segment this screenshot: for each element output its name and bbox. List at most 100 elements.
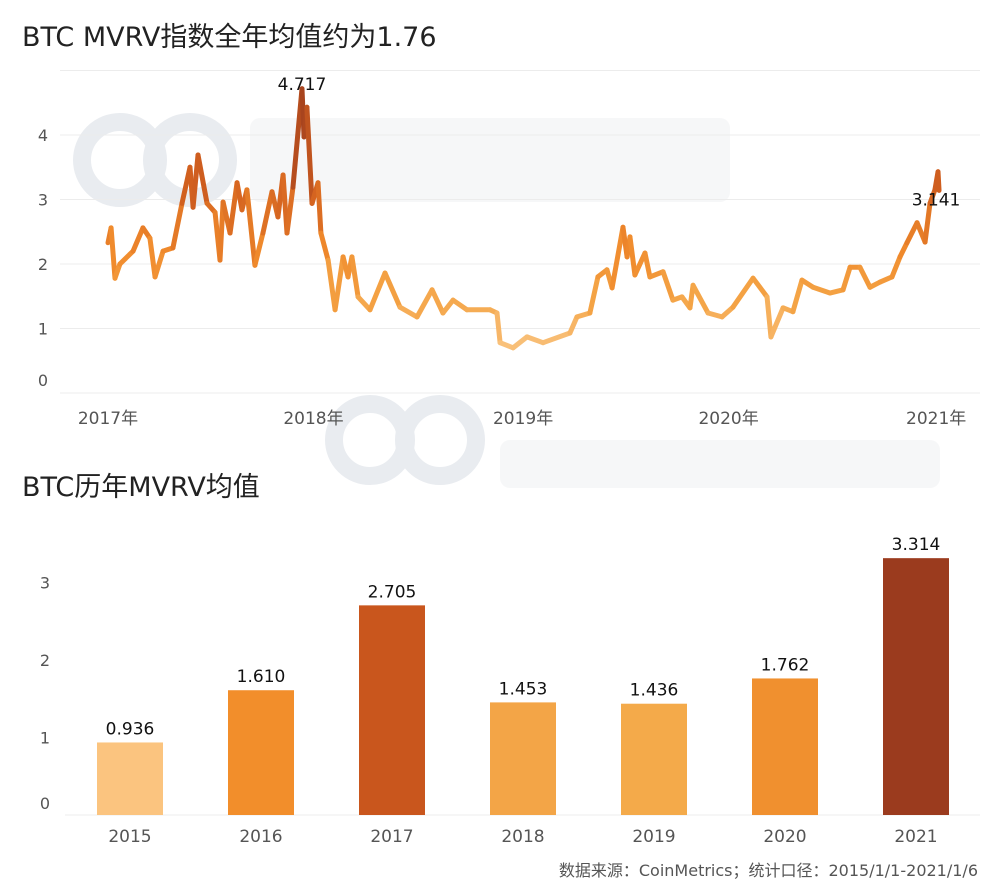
line-segment (318, 230, 331, 263)
y-tick-label: 3 (40, 574, 50, 593)
line-segment (217, 199, 226, 263)
line-segment (244, 187, 258, 268)
bar-chart-title: BTC历年MVRV均值 (22, 472, 260, 503)
line-segment (397, 304, 420, 320)
line-segment (429, 287, 446, 316)
watermark-panews-logo (73, 113, 730, 207)
data-label: 3.141 (912, 190, 961, 210)
y-tick-label: 2 (40, 651, 50, 670)
line-segment (609, 224, 626, 291)
bar-value-label: 3.314 (892, 535, 941, 555)
y-tick-label: 1 (38, 320, 48, 339)
line-segment (112, 261, 123, 281)
bar-value-label: 1.610 (237, 667, 286, 687)
bar-value-label: 0.936 (106, 719, 155, 739)
line-segment (170, 200, 185, 251)
y-tick-label: 1 (40, 729, 50, 748)
line-segment (857, 264, 873, 290)
line-segment (195, 152, 210, 206)
line-segment (935, 169, 942, 193)
line-segment (440, 297, 456, 316)
y-tick-label: 2 (38, 255, 48, 274)
line-segment (284, 184, 296, 236)
line-segment (730, 275, 756, 310)
line-segment (152, 248, 166, 280)
line-segment (889, 254, 903, 280)
x-tick-label: 2019年 (493, 409, 553, 429)
x-tick-label: 2019 (632, 827, 675, 847)
line-segment (414, 287, 435, 320)
line-segment (510, 334, 530, 351)
line-series-mvrv (105, 86, 942, 351)
line-segment (810, 284, 833, 296)
line-segment (130, 225, 146, 254)
data-label: 4.717 (278, 75, 327, 95)
line-segment (922, 200, 933, 245)
line-segment (349, 254, 361, 300)
bar-2017 (359, 605, 425, 815)
line-segment (367, 270, 388, 313)
bar-value-label: 1.762 (761, 655, 810, 675)
line-segment (117, 248, 136, 267)
source-note: 数据来源：CoinMetrics；统计口径：2015/1/1-2021/1/6 (559, 861, 978, 880)
line-segment (332, 254, 346, 313)
line-segment (790, 277, 805, 315)
x-tick-label: 2015 (108, 827, 151, 847)
x-tick-label: 2021 (894, 827, 937, 847)
line-segment (260, 189, 275, 236)
bar-series: 0.936 2015 1.610 2016 2.705 2017 1.453 2018 1.43… (97, 535, 949, 847)
line-segment (108, 225, 118, 281)
bar-2015 (97, 742, 163, 815)
line-segment (494, 310, 503, 346)
line-segment (382, 270, 403, 310)
x-tick-label: 2017 (370, 827, 413, 847)
line-segment (840, 264, 853, 293)
line-chart-y-ticks: 0 1 2 3 4 (38, 126, 48, 390)
x-tick-label: 2020 (763, 827, 806, 847)
line-segment (642, 250, 653, 280)
bar-2018 (490, 702, 556, 815)
line-segment (660, 269, 676, 303)
bar-value-label: 1.436 (630, 681, 679, 701)
line-segment (690, 282, 711, 316)
watermark-padata-logo (325, 395, 940, 488)
y-tick-label: 0 (38, 371, 48, 390)
y-tick-label: 3 (38, 191, 48, 210)
line-chart-title: BTC MVRV指数全年均值约为1.76 (22, 22, 437, 53)
bar-value-label: 1.453 (499, 679, 548, 699)
line-chart-x-ticks: 2017年 2018年 2019年 2020年 2021年 (78, 409, 966, 429)
bar-2016 (228, 690, 294, 815)
line-segment (315, 180, 324, 236)
x-tick-label: 2017年 (78, 409, 138, 429)
line-segment (897, 240, 910, 260)
x-tick-label: 2021年 (906, 409, 966, 429)
x-tick-label: 2020年 (698, 409, 758, 429)
y-tick-label: 0 (40, 794, 50, 813)
line-segment (355, 294, 373, 313)
line-segment (524, 334, 546, 346)
line-segment (750, 275, 770, 300)
line-segment (540, 330, 573, 346)
x-tick-label: 2016 (239, 827, 282, 847)
y-tick-label: 4 (38, 126, 48, 145)
bar-value-label: 2.705 (368, 582, 417, 602)
bar-2019 (621, 703, 687, 815)
line-annotations: 4.717 3.141 (278, 75, 961, 211)
line-segment (147, 235, 158, 280)
line-segment (587, 274, 601, 316)
line-segment (627, 234, 638, 278)
bar-2021 (883, 558, 949, 815)
line-chart-grid (60, 70, 980, 394)
line-segment (450, 297, 470, 313)
x-tick-label: 2018年 (283, 409, 343, 429)
line-segment (304, 104, 315, 206)
line-segment (252, 230, 266, 268)
x-tick-label: 2018 (501, 827, 544, 847)
line-segment (904, 220, 920, 246)
line-segment (567, 314, 580, 336)
line-segment (768, 305, 786, 340)
line-segment (764, 294, 774, 340)
bar-2020 (752, 678, 818, 815)
line-segment (227, 180, 240, 236)
